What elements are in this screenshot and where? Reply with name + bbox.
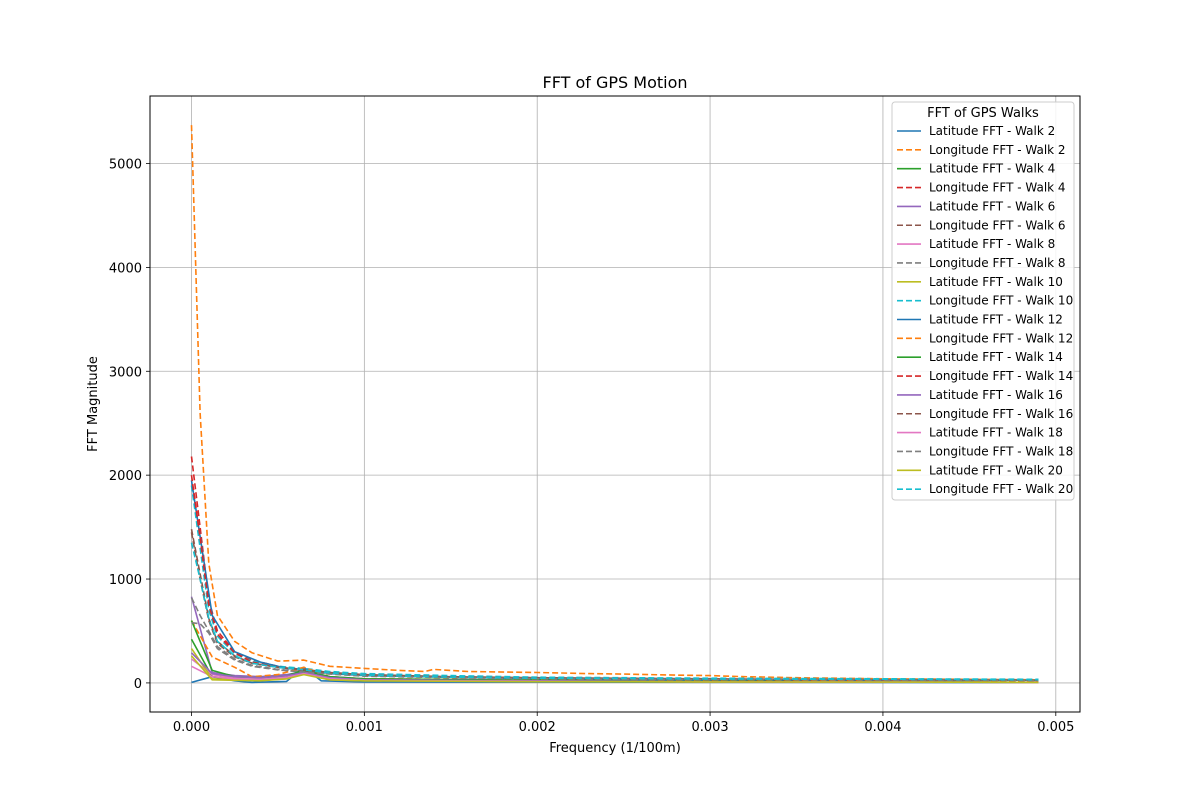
legend-label: Latitude FFT - Walk 10 — [929, 275, 1063, 289]
series-line-10 — [190, 485, 1039, 681]
x-tick-label: 0.004 — [864, 720, 901, 735]
legend-label: Latitude FFT - Walk 18 — [929, 426, 1063, 440]
x-axis-ticks: 0.000 0.001 0.002 0.003 0.004 0.005 — [173, 712, 1074, 735]
series-line-2 — [190, 125, 1039, 681]
legend-label: Longitude FFT - Walk 14 — [929, 369, 1073, 383]
y-tick-label: 5000 — [109, 158, 142, 173]
legend-box — [891, 101, 1075, 501]
x-axis-title: Frequency (1/100m) — [549, 741, 681, 756]
series-line-19 — [190, 655, 1039, 684]
x-tick-label: 0.003 — [691, 720, 728, 735]
legend-label: Longitude FFT - Walk 12 — [929, 331, 1073, 345]
legend-label: Latitude FFT - Walk 16 — [929, 388, 1063, 402]
legend-label: Longitude FFT - Walk 10 — [929, 294, 1073, 308]
legend-label: Longitude FFT - Walk 8 — [929, 256, 1066, 270]
y-tick-label: 0 — [134, 677, 142, 692]
x-tick-label: 0.002 — [519, 720, 556, 735]
plot-frame — [149, 95, 1081, 713]
legend-items: Latitude FFT - Walk 2 Longitude FFT - Wal… — [897, 124, 1073, 496]
legend-label: Longitude FFT - Walk 18 — [929, 444, 1073, 458]
x-tick-label: 0.000 — [173, 720, 210, 735]
y-axis-title: FFT Magnitude — [86, 356, 101, 452]
series-lines — [190, 125, 1039, 684]
chart-title: FFT of GPS Motion — [542, 73, 687, 92]
legend-label: Latitude FFT - Walk 14 — [929, 350, 1063, 364]
legend-label: Latitude FFT - Walk 2 — [929, 124, 1055, 138]
legend-label: Longitude FFT - Walk 4 — [929, 181, 1066, 195]
legend-label: Latitude FFT - Walk 4 — [929, 162, 1055, 176]
legend-label: Latitude FFT - Walk 12 — [929, 313, 1063, 327]
x-tick-label: 0.001 — [346, 720, 383, 735]
y-tick-label: 3000 — [109, 365, 142, 380]
y-axis-ticks: 0 1000 2000 3000 4000 5000 — [109, 158, 150, 692]
legend-label: Longitude FFT - Walk 6 — [929, 218, 1066, 232]
series-line-20 — [190, 542, 1039, 681]
y-tick-label: 1000 — [109, 573, 142, 588]
legend-label: Longitude FFT - Walk 16 — [929, 407, 1073, 421]
y-tick-label: 4000 — [109, 261, 142, 276]
legend: FFT of GPS Walks Latitude FFT - Walk 2 Lo… — [891, 101, 1075, 501]
x-tick-label: 0.005 — [1037, 720, 1074, 735]
legend-label: Latitude FFT - Walk 8 — [929, 237, 1055, 251]
legend-label: Longitude FFT - Walk 20 — [929, 482, 1073, 496]
y-tick-label: 2000 — [109, 469, 142, 484]
legend-label: Latitude FFT - Walk 20 — [929, 463, 1063, 477]
legend-label: Longitude FFT - Walk 2 — [929, 143, 1066, 157]
legend-title: FFT of GPS Walks — [927, 106, 1039, 121]
legend-label: Latitude FFT - Walk 6 — [929, 199, 1055, 213]
